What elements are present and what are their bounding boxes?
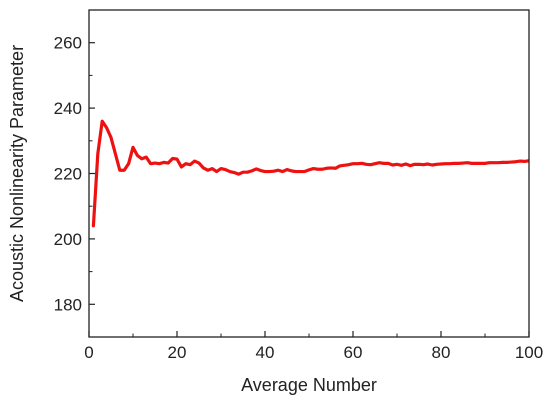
x-tick-label-0: 0 xyxy=(84,343,93,362)
y-tick-label-260: 260 xyxy=(54,34,82,53)
x-tick-label-60: 60 xyxy=(344,343,363,362)
x-tick-label-100: 100 xyxy=(515,343,543,362)
y-tick-label-220: 220 xyxy=(54,165,82,184)
y-tick-label-180: 180 xyxy=(54,295,82,314)
plot-frame xyxy=(88,9,530,338)
y-tick-label-200: 200 xyxy=(54,230,82,249)
series-layer xyxy=(91,119,529,228)
y-axis-title: Acoustic Nonlinearity Parameter xyxy=(7,45,27,302)
x-tick-label-20: 20 xyxy=(168,343,187,362)
x-axis-title: Average Number xyxy=(241,375,377,395)
x-tick-label-40: 40 xyxy=(256,343,275,362)
x-tick-label-80: 80 xyxy=(432,343,451,362)
plot-area-background xyxy=(89,10,529,337)
axes-layer: 0 20 40 60 80 100 180 200 220 240 260 xyxy=(54,9,543,362)
series-line-0 xyxy=(91,119,529,228)
y-tick-label-240: 240 xyxy=(54,99,82,118)
